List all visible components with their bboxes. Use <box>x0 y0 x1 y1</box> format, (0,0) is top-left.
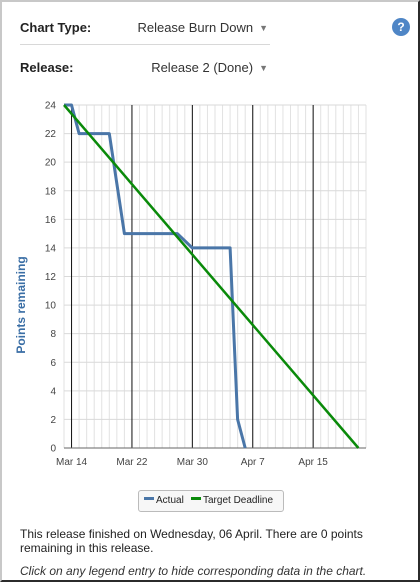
chevron-down-icon: ▼ <box>259 23 268 33</box>
y-tick-label: 8 <box>50 329 56 340</box>
help-icon[interactable]: ? <box>392 18 410 36</box>
release-value: Release 2 (Done) <box>151 60 254 75</box>
legend-item-actual[interactable]: Actual <box>144 495 184 506</box>
chart-legend: Actual Target Deadline <box>138 490 284 512</box>
legend-hint: Click on any legend entry to hide corres… <box>20 564 367 578</box>
chart-type-select[interactable]: Release Burn Down ▼ <box>137 20 268 35</box>
legend-swatch-actual <box>144 497 154 500</box>
target-deadline-line <box>63 104 360 449</box>
y-tick-label: 4 <box>50 386 56 397</box>
release-summary: This release finished on Wednesday, 06 A… <box>20 527 363 555</box>
x-tick-label: Mar 22 <box>116 457 148 468</box>
x-tick-label: Mar 14 <box>56 457 88 468</box>
legend-item-target[interactable]: Target Deadline <box>191 495 273 506</box>
legend-label-target: Target Deadline <box>203 495 274 506</box>
legend-swatch-target <box>191 497 201 500</box>
y-tick-label: 24 <box>45 101 57 112</box>
y-tick-label: 14 <box>45 243 57 254</box>
release-label: Release: <box>20 60 74 75</box>
y-tick-label: 16 <box>45 215 57 226</box>
x-tick-label: Apr 15 <box>298 457 328 468</box>
y-tick-label: 20 <box>45 158 57 169</box>
y-tick-label: 12 <box>45 272 57 283</box>
y-tick-label: 22 <box>45 129 57 140</box>
x-tick-label: Apr 7 <box>241 457 265 468</box>
chart-grid <box>63 104 367 449</box>
x-tick-label: Mar 30 <box>177 457 209 468</box>
y-tick-label: 18 <box>45 186 57 197</box>
chart-type-label: Chart Type: <box>20 20 92 35</box>
y-tick-label: 6 <box>50 358 56 369</box>
y-tick-label: 2 <box>50 415 56 426</box>
legend-label-actual: Actual <box>156 495 184 506</box>
chart-type-row: Chart Type: Release Burn Down ▼ <box>20 10 270 45</box>
chart-series <box>63 103 360 449</box>
release-select[interactable]: Release 2 (Done) ▼ <box>151 60 268 75</box>
y-tick-label: 10 <box>45 301 57 312</box>
release-row: Release: Release 2 (Done) ▼ <box>20 50 270 84</box>
chevron-down-icon: ▼ <box>259 63 268 73</box>
y-tick-label: 0 <box>50 444 56 455</box>
chart-type-value: Release Burn Down <box>137 20 254 35</box>
y-axis-label: Points remaining <box>14 256 28 353</box>
